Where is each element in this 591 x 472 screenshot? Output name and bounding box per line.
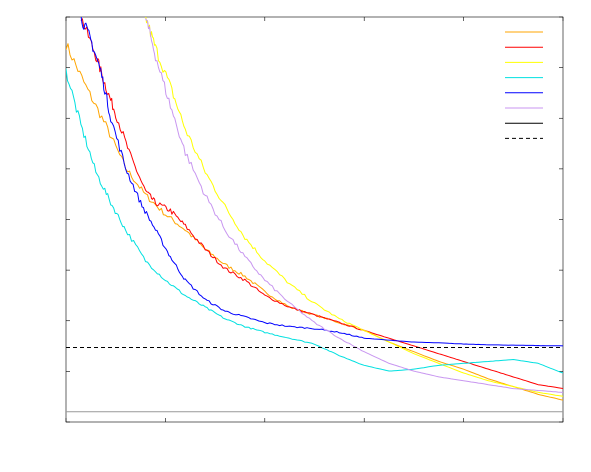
series-line-1 bbox=[66, 43, 563, 401]
series-line-5 bbox=[80, 17, 563, 347]
series-line-3 bbox=[145, 17, 563, 397]
series-layer bbox=[66, 17, 563, 413]
series-line-6 bbox=[145, 18, 563, 393]
series-line-4 bbox=[66, 68, 563, 374]
legend bbox=[505, 31, 543, 139]
series-line-2 bbox=[80, 18, 563, 389]
axis-ticks bbox=[65, 16, 564, 423]
